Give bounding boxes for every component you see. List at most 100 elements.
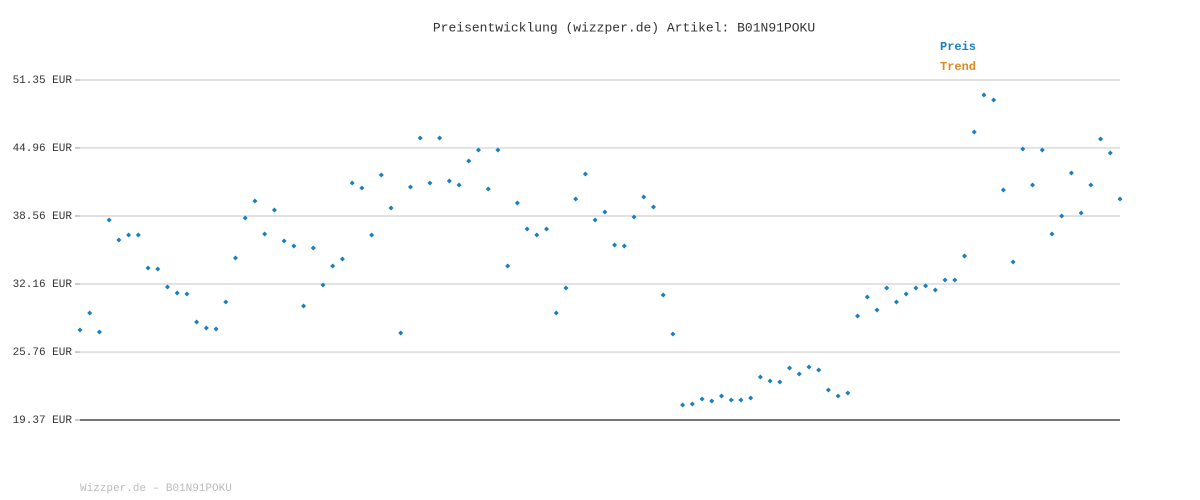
- point: [757, 374, 763, 380]
- point: [816, 367, 822, 373]
- point: [1030, 182, 1036, 188]
- point: [544, 226, 550, 232]
- point: [1098, 136, 1104, 142]
- point: [359, 185, 365, 191]
- point: [641, 194, 647, 200]
- point: [709, 398, 715, 404]
- point: [991, 97, 997, 103]
- y-tick-label: 51.35 EUR: [13, 75, 73, 87]
- point: [116, 237, 122, 243]
- point: [223, 299, 229, 305]
- point: [155, 266, 161, 272]
- point: [514, 200, 520, 206]
- point: [87, 310, 93, 316]
- point: [971, 129, 977, 135]
- point: [650, 204, 656, 210]
- point: [126, 232, 132, 238]
- point: [835, 393, 841, 399]
- point: [407, 184, 413, 190]
- point: [339, 256, 345, 262]
- point: [281, 238, 287, 244]
- point: [164, 284, 170, 290]
- point: [242, 215, 248, 221]
- point: [1107, 150, 1113, 156]
- point: [534, 232, 540, 238]
- point: [262, 231, 268, 237]
- point: [524, 226, 530, 232]
- point: [233, 255, 239, 261]
- y-tick-label: 32.16 EUR: [13, 279, 73, 291]
- point: [680, 402, 686, 408]
- point: [145, 265, 151, 271]
- point: [855, 313, 861, 319]
- point: [456, 182, 462, 188]
- point: [1068, 170, 1074, 176]
- point: [670, 331, 676, 337]
- y-tick-label: 38.56 EUR: [13, 211, 73, 223]
- point: [1039, 147, 1045, 153]
- point: [1049, 231, 1055, 237]
- chart-title: Preisentwicklung (wizzper.de) Artikel: B…: [433, 20, 815, 35]
- point: [631, 214, 637, 220]
- point: [291, 243, 297, 249]
- point: [845, 390, 851, 396]
- point: [1010, 259, 1016, 265]
- point: [213, 326, 219, 332]
- point: [437, 135, 443, 141]
- point: [728, 397, 734, 403]
- point: [884, 285, 890, 291]
- point: [893, 299, 899, 305]
- point: [592, 217, 598, 223]
- point: [446, 178, 452, 184]
- point: [874, 307, 880, 313]
- point: [388, 205, 394, 211]
- point: [135, 232, 141, 238]
- point: [612, 242, 618, 248]
- point: [621, 243, 627, 249]
- point: [203, 325, 209, 331]
- point: [495, 147, 501, 153]
- point: [505, 263, 511, 269]
- point: [369, 232, 375, 238]
- point: [913, 285, 919, 291]
- point: [301, 303, 307, 309]
- point: [1117, 196, 1123, 202]
- point: [981, 92, 987, 98]
- point: [106, 217, 112, 223]
- point: [553, 310, 559, 316]
- point: [748, 395, 754, 401]
- point: [252, 198, 258, 204]
- point: [718, 393, 724, 399]
- legend-label: Trend: [940, 60, 976, 74]
- point: [466, 158, 472, 164]
- point: [864, 294, 870, 300]
- legend-label: Preis: [940, 40, 976, 54]
- point: [738, 397, 744, 403]
- point: [1020, 146, 1026, 152]
- point: [689, 401, 695, 407]
- y-tick-label: 19.37 EUR: [13, 415, 73, 427]
- point: [1078, 210, 1084, 216]
- point: [174, 290, 180, 296]
- point: [417, 135, 423, 141]
- point: [310, 245, 316, 251]
- point: [349, 180, 355, 186]
- point: [184, 291, 190, 297]
- point: [660, 292, 666, 298]
- y-tick-label: 25.76 EUR: [13, 347, 73, 359]
- point: [767, 378, 773, 384]
- point: [903, 291, 909, 297]
- point: [602, 209, 608, 215]
- point: [825, 387, 831, 393]
- point: [787, 365, 793, 371]
- point: [1088, 182, 1094, 188]
- point: [320, 282, 326, 288]
- point: [777, 379, 783, 385]
- point: [923, 283, 929, 289]
- point: [1000, 187, 1006, 193]
- point: [573, 196, 579, 202]
- point: [476, 147, 482, 153]
- point: [932, 287, 938, 293]
- point: [942, 277, 948, 283]
